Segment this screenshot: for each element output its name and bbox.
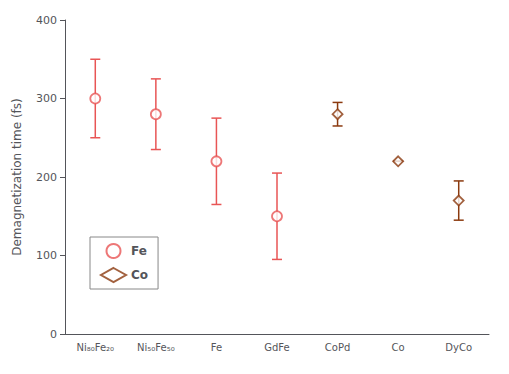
svg-text:GdFe: GdFe xyxy=(264,342,289,353)
svg-text:Fe: Fe xyxy=(211,342,222,353)
svg-text:200: 200 xyxy=(36,171,57,184)
svg-text:100: 100 xyxy=(36,249,57,262)
svg-text:300: 300 xyxy=(36,92,57,105)
svg-text:Ni₅₀Fe₅₀: Ni₅₀Fe₅₀ xyxy=(137,342,175,353)
svg-text:Co: Co xyxy=(392,342,405,353)
svg-text:Demagnetization time (fs): Demagnetization time (fs) xyxy=(10,98,24,256)
svg-text:DyCo: DyCo xyxy=(445,342,472,353)
svg-text:Ni₈₀Fe₂₀: Ni₈₀Fe₂₀ xyxy=(76,342,114,353)
svg-text:CoPd: CoPd xyxy=(325,342,350,353)
svg-text:Fe: Fe xyxy=(131,244,147,258)
svg-text:0: 0 xyxy=(50,328,57,341)
svg-text:400: 400 xyxy=(36,14,57,27)
svg-text:Co: Co xyxy=(131,268,148,282)
